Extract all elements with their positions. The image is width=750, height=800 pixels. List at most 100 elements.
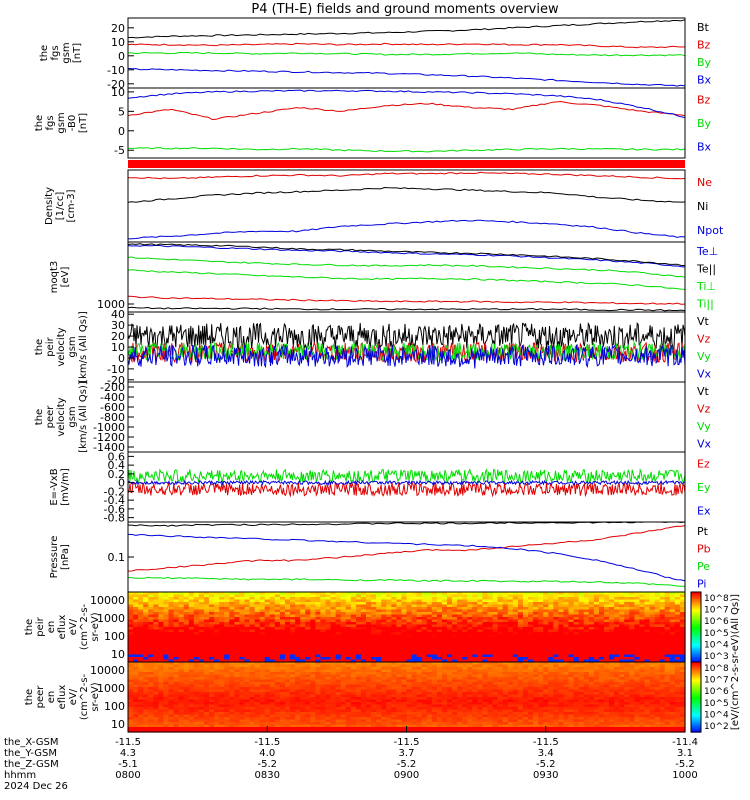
- spectrogram-cell: [173, 687, 180, 691]
- spectrogram-cell: [214, 644, 220, 648]
- spectrogram-cell: [371, 669, 377, 673]
- spectrogram-cell: [588, 694, 595, 698]
- spectrogram-cell: [249, 619, 256, 623]
- spectrogram-cell: [624, 694, 630, 698]
- spectrogram-cell: [467, 642, 473, 646]
- spectrogram-cell: [163, 639, 170, 643]
- spectrogram-cell: [396, 692, 403, 696]
- spectrogram-cell: [548, 669, 554, 673]
- spectrogram-cell: [401, 632, 408, 636]
- spectrogram-cell: [421, 612, 428, 616]
- spectrogram-cell: [386, 644, 392, 648]
- spectrogram-cell: [644, 592, 651, 596]
- spectrogram-cell: [183, 632, 190, 636]
- spectrogram-cell: [538, 624, 544, 628]
- spectrogram-cell: [269, 597, 276, 601]
- spectrogram-cell: [654, 679, 661, 683]
- spectrogram-cell: [274, 632, 281, 636]
- spectrogram-cell: [386, 659, 392, 663]
- spectrogram-cell: [290, 609, 296, 613]
- spectrogram-cell: [411, 649, 418, 653]
- spectrogram-cell: [639, 592, 646, 596]
- spectrogram-cell: [674, 687, 681, 691]
- spectrogram-cell: [335, 632, 342, 636]
- spectrogram-cell: [462, 674, 468, 678]
- spectrogram-cell: [148, 614, 154, 618]
- spectrogram-cell: [396, 654, 403, 658]
- spectrogram-cell: [619, 647, 625, 651]
- spectrogram-cell: [654, 637, 661, 641]
- spectrogram-cell: [674, 634, 681, 638]
- spectrogram-cell: [335, 619, 342, 623]
- spectrogram-cell: [654, 634, 661, 638]
- spectrogram-cell: [239, 599, 246, 603]
- spectrogram-cell: [558, 614, 565, 618]
- spectrogram-cell: [249, 652, 256, 656]
- spectrogram-cell: [219, 642, 225, 646]
- spectrogram-cell: [138, 597, 144, 601]
- spectrogram-cell: [234, 597, 240, 601]
- spectrogram-cell: [371, 602, 377, 606]
- spectrogram-cell: [624, 612, 630, 616]
- spectrogram-cell: [452, 649, 458, 653]
- spectrogram-cell: [609, 607, 615, 611]
- spectrogram-cell: [219, 644, 225, 648]
- spectrogram-cell: [669, 689, 676, 693]
- spectrogram-cell: [411, 674, 418, 678]
- spectrogram-cell: [269, 664, 276, 668]
- spectrogram-cell: [229, 697, 235, 701]
- spectrogram-cell: [452, 622, 458, 626]
- spectrogram-cell: [523, 629, 529, 633]
- spectrogram-cell: [492, 592, 499, 596]
- spectrogram-cell: [614, 639, 620, 643]
- spectrogram-cell: [411, 677, 418, 681]
- spectrogram-cell: [462, 617, 468, 621]
- spectrogram-cell: [310, 607, 316, 611]
- spectrogram-cell: [497, 687, 504, 691]
- spectrogram-cell: [188, 684, 195, 688]
- spectrogram-cell: [345, 662, 352, 666]
- spectrogram-cell: [548, 609, 554, 613]
- spectrogram-cell: [477, 697, 484, 701]
- spectrogram-cell: [168, 624, 175, 628]
- spectrogram-cell: [462, 697, 468, 701]
- spectrogram-cell: [563, 609, 570, 613]
- spectrogram-cell: [183, 672, 190, 676]
- spectrogram-cell: [436, 612, 443, 616]
- spectrogram-cell: [512, 599, 519, 603]
- spectrogram-cell: [285, 697, 291, 701]
- spectrogram-cell: [320, 667, 327, 671]
- spectrogram-cell: [669, 674, 676, 678]
- spectrogram-cell: [588, 627, 595, 631]
- spectrogram-cell: [669, 687, 676, 691]
- spectrogram-cell: [274, 637, 281, 641]
- spectrogram-cell: [391, 619, 397, 623]
- spectrogram-cell: [674, 622, 681, 626]
- spectrogram-cell: [568, 592, 575, 596]
- spectrogram-cell: [548, 679, 554, 683]
- spectrogram-cell: [431, 597, 438, 601]
- spectrogram-cell: [163, 612, 170, 616]
- spectrogram-cell: [376, 682, 382, 686]
- spectrogram-cell: [664, 612, 671, 616]
- spectrogram-cell: [629, 664, 635, 668]
- spectrogram-cell: [310, 667, 316, 671]
- spectrogram-cell: [629, 682, 635, 686]
- spectrogram-cell: [497, 602, 504, 606]
- spectrogram-cell: [406, 659, 413, 663]
- spectrogram-cell: [619, 632, 625, 636]
- spectrogram-cell: [234, 659, 240, 663]
- spectrogram-cell: [523, 599, 529, 603]
- spectrogram-cell: [492, 697, 499, 701]
- spectrogram-cell: [416, 649, 423, 653]
- spectrogram-cell: [558, 612, 565, 616]
- spectrogram-cell: [487, 619, 494, 623]
- spectrogram-cell: [153, 614, 159, 618]
- spectrogram-cell: [431, 649, 438, 653]
- spectrogram-cell: [198, 629, 205, 633]
- spectrogram-cell: [295, 672, 301, 676]
- spectrogram-cell: [543, 622, 549, 626]
- spectrogram-cell: [244, 639, 251, 643]
- spectrogram-cell: [290, 607, 296, 611]
